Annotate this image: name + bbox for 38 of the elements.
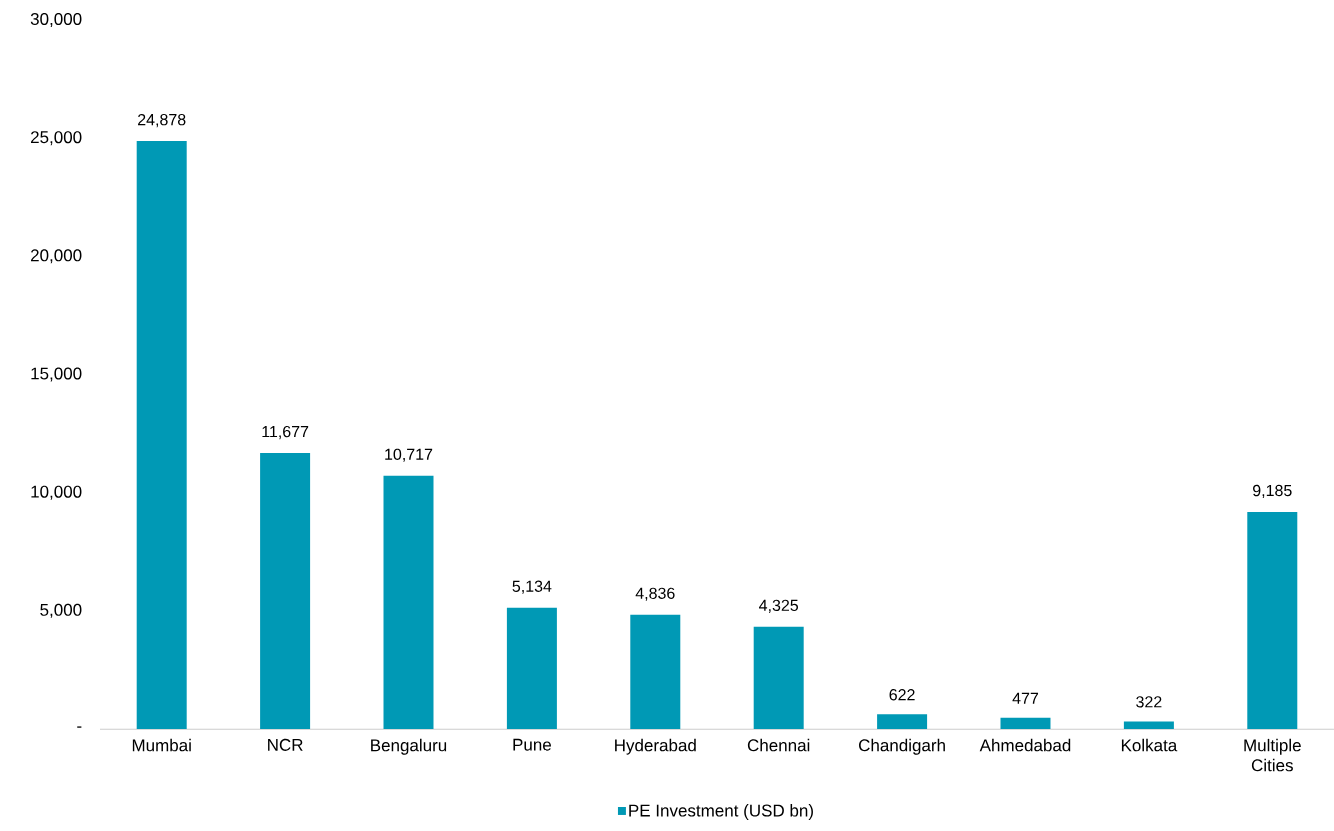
- x-tick-label: Chandigarh: [859, 738, 945, 755]
- y-tick-label: 30,000: [30, 12, 82, 28]
- x-tick-label: Chennai: [747, 738, 810, 752]
- data-label: 4,325: [759, 599, 799, 613]
- data-label: 5,134: [512, 580, 552, 594]
- data-label: 10,717: [385, 448, 433, 462]
- x-tick-label: Hyderabad: [615, 738, 696, 755]
- y-tick-label: 20,000: [31, 249, 82, 264]
- x-tick-label: NCR: [268, 738, 303, 751]
- bar: [630, 614, 681, 729]
- data-label: 622: [889, 689, 915, 701]
- x-tick-label: Bengaluru: [371, 738, 447, 755]
- y-tick-label: -: [77, 726, 82, 728]
- y-tick-label: 10,000: [31, 485, 82, 500]
- y-tick-label: 25,000: [31, 131, 82, 146]
- x-tick-label: Kolkata: [1121, 738, 1178, 752]
- y-tick-label: 15,000: [31, 367, 82, 382]
- data-label: 9,185: [1253, 484, 1292, 499]
- bar: [260, 453, 311, 729]
- x-tick-label: Ahmedabad: [979, 738, 1071, 752]
- data-label: 24,878: [138, 113, 186, 128]
- bar: [753, 626, 804, 729]
- data-label: 4,836: [635, 587, 675, 601]
- x-tick-label: Mumbai: [132, 738, 191, 752]
- bar: [383, 475, 434, 729]
- data-label: 11,677: [262, 425, 309, 440]
- data-label: 477: [1012, 692, 1039, 704]
- bar: [1247, 511, 1298, 729]
- y-tick-label: 5,000: [40, 603, 82, 618]
- data-label: 322: [1136, 696, 1162, 708]
- bar: [136, 141, 187, 729]
- x-tick-label: Multiple Cities: [1244, 738, 1301, 772]
- bar: [506, 607, 557, 729]
- legend-label: PE Investment (USD bn): [629, 804, 813, 820]
- bar: [1123, 721, 1174, 729]
- x-tick-label: Pune: [513, 738, 551, 751]
- bar: [877, 714, 928, 729]
- bar: [1000, 717, 1051, 729]
